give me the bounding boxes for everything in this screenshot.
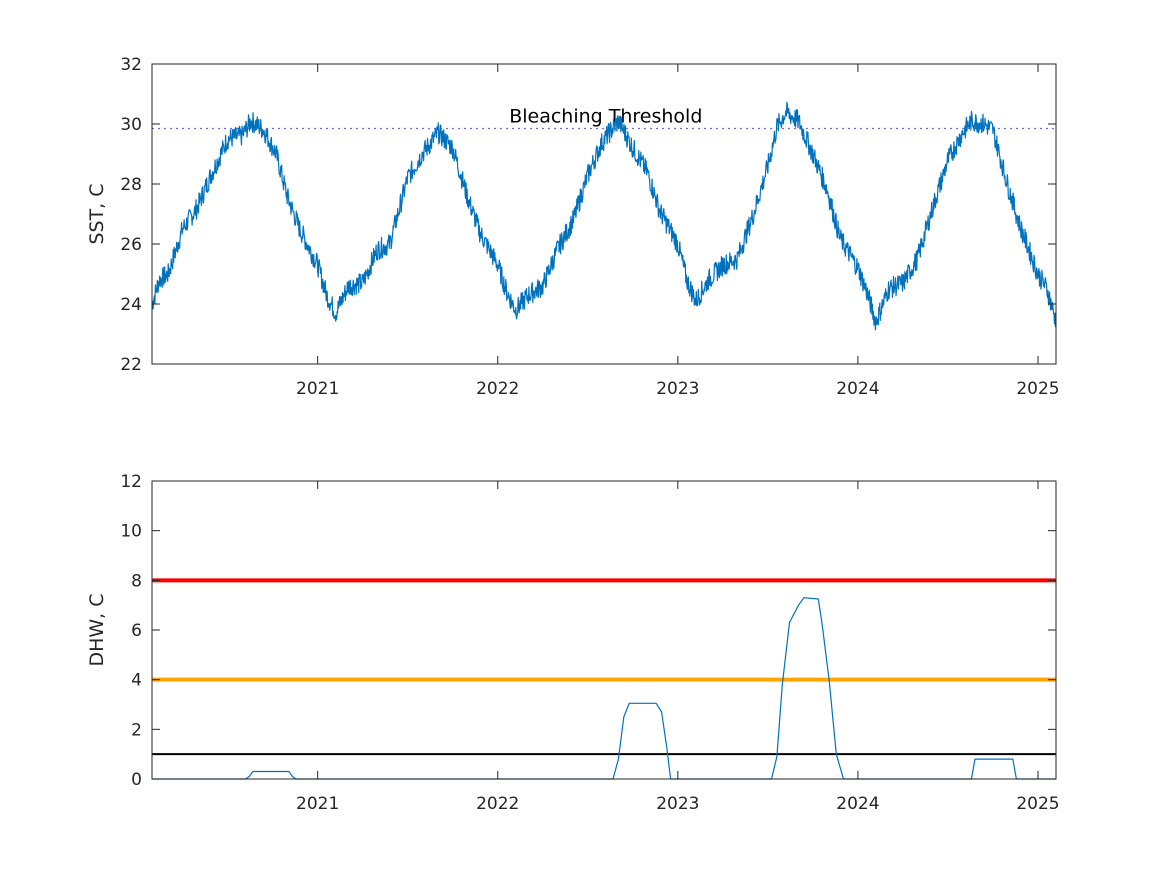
dhw-y-tick-label: 10 [120, 522, 142, 542]
sst-series-line [151, 101, 1057, 331]
sst-x-tick-label: 2025 [1016, 379, 1059, 399]
dhw-x-tick-label: 2024 [836, 794, 879, 814]
dhw-y-tick-label: 6 [131, 621, 142, 641]
dhw-x-tick-label: 2025 [1016, 794, 1059, 814]
sst-x-ticks: 2021 2022 2023 2024 2025 [296, 64, 1060, 399]
dhw-y-ticks: 0 2 4 6 8 10 12 [120, 472, 1056, 790]
dhw-y-axis-label: DHW, C [86, 593, 108, 666]
sst-y-tick-label: 26 [120, 235, 142, 255]
sst-y-tick-label: 28 [120, 175, 142, 195]
dhw-y-tick-label: 4 [131, 671, 142, 691]
sst-y-axis-label: SST, C [86, 183, 108, 244]
sst-y-tick-label: 32 [120, 55, 142, 75]
dhw-x-tick-label: 2022 [476, 794, 519, 814]
dhw-y-tick-label: 8 [131, 571, 142, 591]
dhw-y-tick-label: 2 [131, 720, 142, 740]
dhw-x-tick-label: 2023 [656, 794, 699, 814]
sst-y-ticks: 22 24 26 28 30 32 [120, 55, 1056, 375]
sst-x-tick-label: 2022 [476, 379, 519, 399]
dhw-y-tick-label: 0 [131, 770, 142, 790]
sst-x-tick-label: 2024 [836, 379, 879, 399]
sst-x-tick-label: 2023 [656, 379, 699, 399]
dhw-x-tick-label: 2021 [296, 794, 339, 814]
sst-x-tick-label: 2021 [296, 379, 339, 399]
dhw-axes: 0 2 4 6 8 10 12 2021 2022 2023 2024 2025 DHW, C [86, 472, 1060, 814]
sst-axes-frame [151, 63, 1057, 365]
sst-y-tick-label: 22 [120, 355, 142, 375]
sst-y-tick-label: 24 [120, 295, 142, 315]
sst-plot-area: Bleaching Threshold [151, 101, 1057, 331]
bleaching-threshold-label: Bleaching Threshold [509, 106, 702, 128]
dhw-x-ticks: 2021 2022 2023 2024 2025 [296, 481, 1060, 814]
sst-y-tick-label: 30 [120, 115, 142, 135]
dhw-y-tick-label: 12 [120, 472, 142, 492]
